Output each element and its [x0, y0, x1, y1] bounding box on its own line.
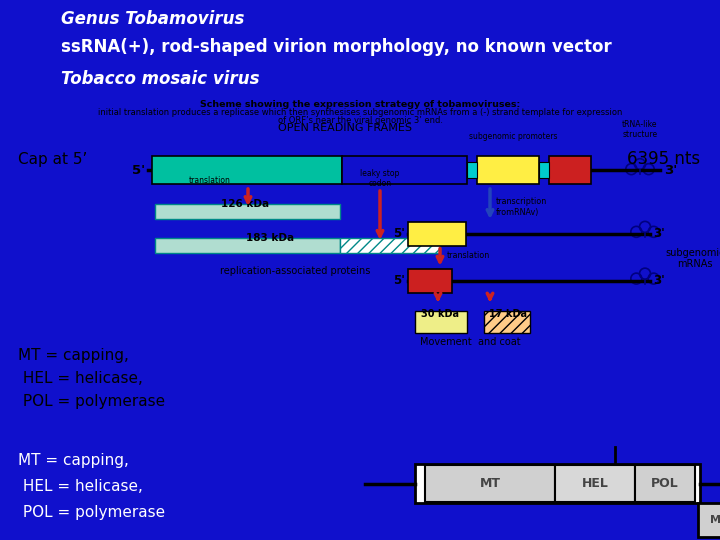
- Text: translation: translation: [189, 176, 231, 185]
- Bar: [342, 156, 467, 184]
- Text: HEL: HEL: [582, 477, 608, 490]
- Bar: [477, 156, 539, 184]
- Text: Tobacco mosaic virus: Tobacco mosaic virus: [61, 70, 260, 89]
- Bar: [415, 464, 700, 503]
- Bar: [152, 156, 342, 184]
- Text: HEL = helicase,: HEL = helicase,: [18, 370, 143, 386]
- Text: translation: translation: [447, 251, 490, 260]
- Text: POL: POL: [651, 477, 679, 490]
- Bar: [415, 312, 467, 333]
- Text: 126 kDa: 126 kDa: [221, 199, 269, 209]
- Text: 183 kDa: 183 kDa: [246, 233, 294, 243]
- Text: leaky stop
codon: leaky stop codon: [360, 168, 400, 188]
- Text: 17 kDa: 17 kDa: [489, 309, 527, 320]
- Text: Cap at 5’: Cap at 5’: [18, 152, 87, 167]
- Text: POL = polymerase: POL = polymerase: [18, 394, 165, 408]
- Text: transcription
fromRNAv): transcription fromRNAv): [496, 197, 547, 217]
- Bar: [635, 465, 695, 502]
- Bar: [484, 312, 530, 333]
- Text: POL = polymerase: POL = polymerase: [18, 505, 165, 520]
- Bar: [155, 204, 340, 219]
- Text: 3': 3': [664, 164, 678, 177]
- Text: MT = capping,: MT = capping,: [18, 453, 129, 468]
- Text: OPEN READING FRAMES: OPEN READING FRAMES: [278, 123, 412, 133]
- Text: 5': 5': [393, 274, 405, 287]
- Text: MT = capping,: MT = capping,: [18, 348, 129, 363]
- Text: of ORF’s near the viral genomic 3’ end.: of ORF’s near the viral genomic 3’ end.: [277, 117, 443, 125]
- Text: subgenomic
mRNAs: subgenomic mRNAs: [665, 248, 720, 269]
- Text: Movement  and coat: Movement and coat: [420, 338, 521, 347]
- Bar: [340, 238, 440, 253]
- Bar: [467, 162, 477, 178]
- Text: MT: MT: [480, 477, 500, 490]
- Bar: [408, 222, 466, 246]
- Text: Genus Tobamovirus: Genus Tobamovirus: [61, 10, 245, 28]
- Text: initial translation produces a replicase which then synthesises subgenomic mRNAs: initial translation produces a replicase…: [98, 109, 622, 117]
- Text: Scheme showing the expression strategy of tobamoviruses:: Scheme showing the expression strategy o…: [200, 100, 520, 110]
- Text: 6395 nts: 6395 nts: [627, 150, 700, 168]
- Text: 30 kDa: 30 kDa: [421, 309, 459, 320]
- Text: ssRNA(+), rod-shaped virion morphology, no known vector: ssRNA(+), rod-shaped virion morphology, …: [61, 38, 612, 56]
- Text: replication-associated proteins: replication-associated proteins: [220, 266, 370, 275]
- Bar: [555, 465, 635, 502]
- Bar: [549, 156, 591, 184]
- Bar: [408, 268, 452, 293]
- Text: 3': 3': [653, 274, 665, 287]
- Bar: [539, 162, 549, 178]
- Bar: [698, 503, 720, 537]
- Text: subgenomic promoters: subgenomic promoters: [469, 132, 557, 141]
- Text: 3': 3': [653, 227, 665, 240]
- Text: tRNA-like
structure: tRNA-like structure: [622, 120, 658, 139]
- Text: HEL = helicase,: HEL = helicase,: [18, 479, 143, 494]
- Text: MP: MP: [711, 515, 720, 525]
- Bar: [155, 238, 340, 253]
- Text: 5': 5': [393, 227, 405, 240]
- Bar: [425, 465, 555, 502]
- Text: 5': 5': [132, 164, 145, 177]
